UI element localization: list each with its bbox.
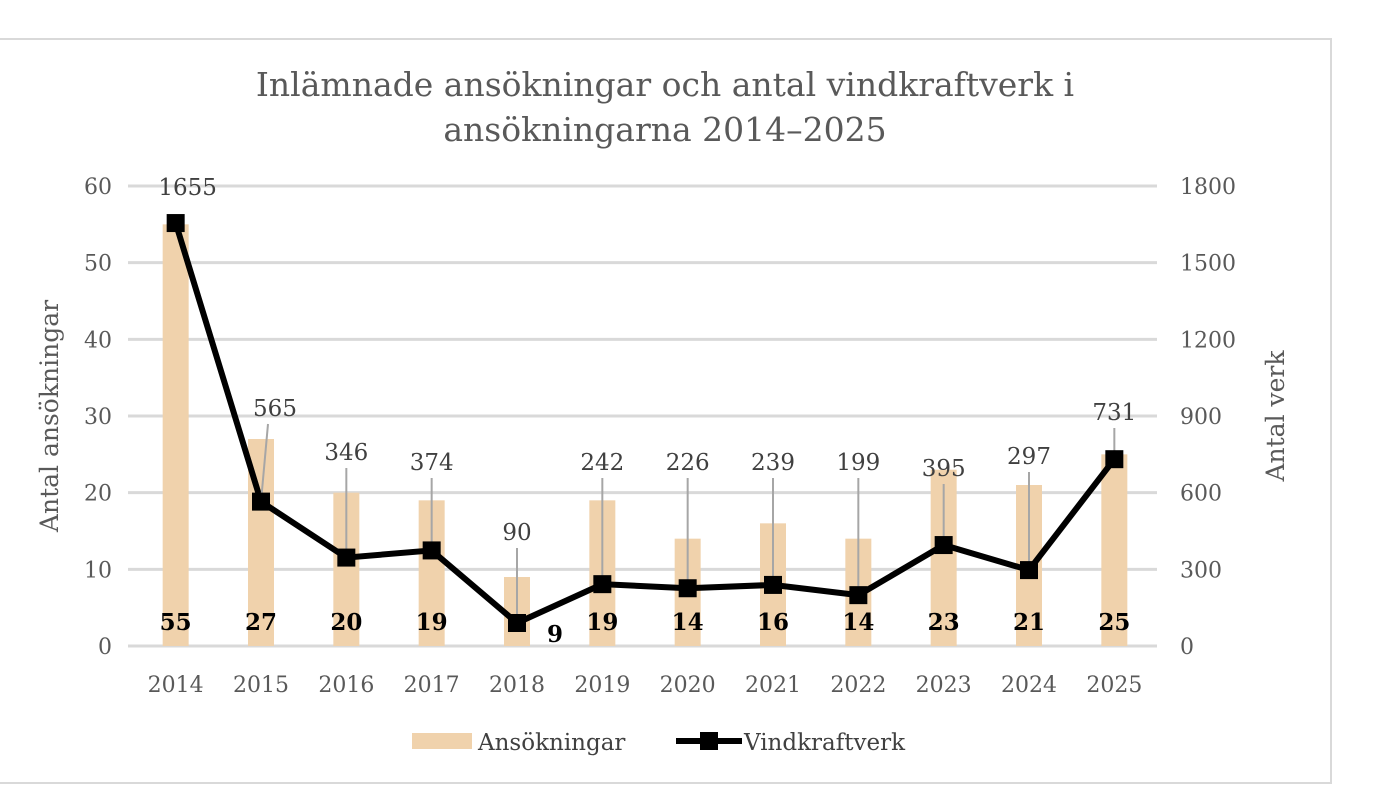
line-data-label: 90 [502,520,531,546]
left-axis-title: Antal ansökningar [35,300,64,533]
bar-data-label: 16 [757,609,789,636]
x-axis-tick: 2016 [318,673,374,698]
left-axis-tick: 30 [84,405,112,430]
line-data-label: 565 [253,396,297,422]
right-axis-tick: 900 [1180,405,1222,430]
bar-data-label: 14 [672,609,704,636]
chart-frame [0,38,1332,784]
right-axis-tick: 1500 [1180,252,1236,277]
chart-title-line-2: ansökningarna 2014–2025 [443,110,887,149]
bar-data-label: 55 [160,609,192,636]
line-marker [1105,450,1124,469]
chart-title-line-1: Inlämnade ansökningar och antal vindkraf… [255,65,1075,104]
x-axis-tick: 2019 [574,673,630,698]
x-axis-tick: 2018 [489,673,545,698]
left-axis-tick: 40 [84,328,112,353]
bar-data-label: 19 [586,609,618,636]
line-data-label: 297 [1007,444,1051,470]
x-axis-tick: 2020 [660,673,716,698]
legend-marker-line [700,732,718,750]
legend-label-bars: Ansökningar [477,730,625,756]
left-axis-tick: 0 [98,635,112,660]
line-marker [422,541,441,560]
line-data-label: 346 [324,440,368,466]
right-axis-tick: 1200 [1180,328,1236,353]
x-axis-tick: 2015 [233,673,289,698]
line-marker [508,614,526,632]
bar-data-label: 23 [928,609,960,636]
line-marker [337,548,356,567]
bar-data-label: 21 [1013,609,1045,636]
line-marker [764,575,782,594]
right-axis-tick: 600 [1180,482,1222,507]
bar [162,224,189,647]
right-axis-tick: 300 [1180,558,1222,583]
bar-data-label: 27 [245,609,277,636]
line-data-label: 395 [922,456,966,482]
line-data-label: 239 [751,450,795,476]
right-axis-title: Antal verk [1261,350,1290,483]
x-axis-tick: 2025 [1086,673,1142,698]
bar-data-label: 20 [330,609,362,636]
line-data-label: 226 [666,450,710,476]
x-axis-tick: 2014 [148,673,204,698]
line-marker [934,536,953,555]
x-axis-tick: 2023 [916,673,972,698]
legend-swatch-bars [412,733,472,749]
left-axis-tick: 20 [84,482,112,507]
line-marker [849,586,868,605]
left-axis-tick: 10 [84,558,112,583]
legend-label-line: Vindkraftverk [743,730,906,756]
chart-title: Inlämnade ansökningar och antal vindkraf… [0,62,1330,152]
line-series [172,222,1117,627]
line-data-label: 731 [1092,400,1136,426]
line-marker [593,575,612,594]
line-data-label: 1655 [158,175,217,201]
leader-line [260,423,269,502]
bar-data-label: 9 [547,621,563,648]
x-axis-tick: 2021 [745,673,801,698]
line-marker [166,214,185,233]
right-axis-tick: 1800 [1180,175,1236,200]
bar [1101,454,1128,646]
line-data-label: 242 [580,450,624,476]
line-data-label: 374 [410,450,454,476]
bar-data-label: 25 [1098,609,1130,636]
x-axis-tick: 2017 [404,673,460,698]
left-axis-tick: 50 [84,252,112,277]
line-marker [1020,561,1038,580]
line-marker [678,579,697,598]
right-axis-tick: 0 [1180,635,1194,660]
bar-data-label: 19 [416,609,448,636]
x-axis-tick: 2022 [830,673,886,698]
left-axis-tick: 60 [84,175,112,200]
x-axis-tick: 2024 [1001,673,1057,698]
line-data-label: 199 [836,450,880,476]
bar-data-label: 14 [842,609,874,636]
line-marker [252,492,270,511]
